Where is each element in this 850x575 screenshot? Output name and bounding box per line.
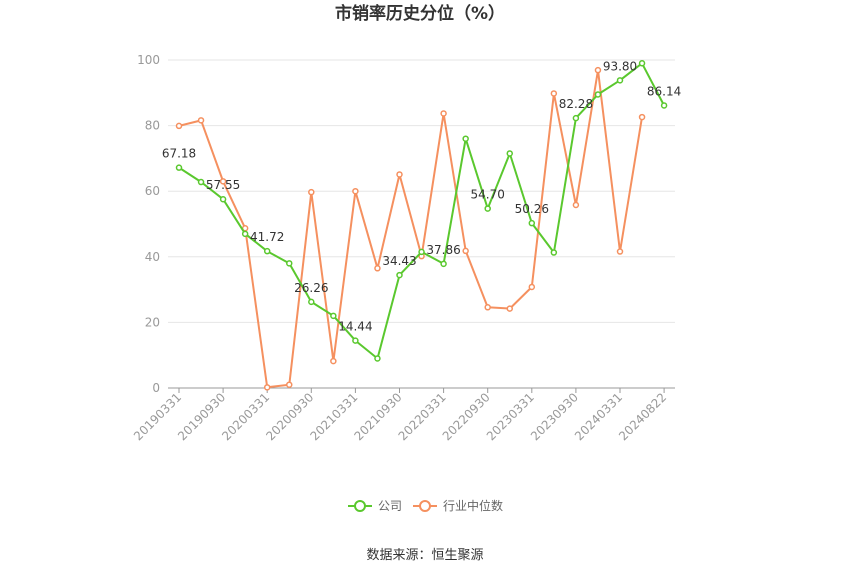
point-company bbox=[219, 195, 227, 203]
point-industry-median bbox=[440, 110, 447, 117]
data-label: 86.14 bbox=[647, 84, 681, 98]
point-company bbox=[396, 271, 403, 279]
point-company bbox=[462, 135, 469, 142]
y-tick-label: 40 bbox=[145, 250, 160, 264]
legend: 公司 行业中位数 bbox=[348, 498, 503, 513]
point-industry-median bbox=[462, 247, 469, 255]
point-company bbox=[660, 102, 668, 109]
point-industry-median bbox=[197, 117, 205, 124]
point-industry-median bbox=[263, 384, 271, 391]
point-industry-median bbox=[374, 265, 381, 272]
point-company bbox=[241, 230, 249, 238]
data-label: 14.44 bbox=[338, 320, 372, 334]
point-company bbox=[440, 260, 447, 268]
point-industry-median bbox=[175, 122, 183, 130]
y-tick-label: 80 bbox=[145, 119, 160, 133]
point-company bbox=[638, 60, 646, 67]
point-industry-median bbox=[506, 305, 513, 312]
point-industry-median bbox=[528, 283, 536, 291]
data-label: 54.70 bbox=[471, 188, 505, 202]
data-label: 41.72 bbox=[250, 230, 284, 244]
point-industry-median bbox=[594, 66, 602, 74]
point-industry-median bbox=[484, 304, 491, 311]
y-tick-label: 100 bbox=[137, 53, 160, 67]
legend-item-company[interactable]: 公司 bbox=[348, 499, 402, 513]
legend-item-industry-median[interactable]: 行业中位数 bbox=[413, 498, 503, 513]
data-label: 26.26 bbox=[294, 281, 328, 295]
point-company bbox=[374, 355, 381, 362]
point-company bbox=[550, 249, 558, 256]
data-label: 67.18 bbox=[162, 147, 196, 161]
legend-marker-company bbox=[354, 500, 366, 512]
data-label: 57.55 bbox=[206, 178, 240, 192]
point-company bbox=[197, 178, 205, 186]
point-company bbox=[308, 298, 315, 306]
point-company bbox=[484, 205, 491, 212]
data-label: 37.86 bbox=[426, 243, 460, 257]
point-industry-median bbox=[550, 90, 558, 97]
point-company bbox=[330, 312, 337, 320]
data-labels: 67.18 57.55 41.72 26.26 14.44 34.43 37.86 54.70… bbox=[162, 59, 681, 333]
point-company bbox=[352, 337, 359, 344]
point-company bbox=[286, 260, 293, 267]
data-label: 82.28 bbox=[559, 97, 593, 111]
point-industry-median bbox=[638, 113, 646, 121]
y-tick-label: 60 bbox=[145, 184, 160, 198]
point-company bbox=[175, 164, 183, 171]
legend-label-industry-median: 行业中位数 bbox=[443, 498, 503, 513]
grid bbox=[168, 59, 675, 323]
legend-label-company: 公司 bbox=[378, 499, 402, 513]
point-industry-median bbox=[616, 248, 624, 255]
x-tick-label: 20240822 bbox=[616, 390, 669, 443]
point-industry-median bbox=[286, 381, 293, 388]
point-industry-median bbox=[330, 357, 337, 365]
point-industry-median bbox=[219, 178, 227, 185]
data-label: 34.43 bbox=[382, 254, 416, 268]
point-company bbox=[263, 247, 271, 255]
point-industry-median bbox=[572, 201, 580, 209]
y-tick-label: 0 bbox=[152, 381, 160, 395]
point-company bbox=[506, 150, 513, 157]
series-line-industry-median bbox=[178, 69, 643, 389]
point-industry-median bbox=[308, 188, 315, 196]
point-industry-median bbox=[352, 187, 359, 195]
y-tick-label: 20 bbox=[145, 315, 160, 329]
point-company bbox=[594, 91, 602, 98]
data-label: 93.80 bbox=[603, 59, 637, 73]
point-company bbox=[528, 219, 536, 227]
legend-marker-industry-median bbox=[419, 500, 431, 512]
point-company bbox=[418, 248, 425, 256]
series-layer bbox=[175, 60, 668, 391]
data-label: 50.26 bbox=[515, 202, 549, 216]
point-company bbox=[616, 77, 624, 84]
point-company bbox=[572, 114, 580, 122]
chart-title: 市销率历史分位（%） bbox=[335, 3, 505, 24]
point-industry-median bbox=[396, 171, 403, 178]
axes: 0204060801002019033120190930202003312020… bbox=[131, 53, 675, 443]
data-source: 数据来源：恒生聚源 bbox=[366, 548, 483, 563]
